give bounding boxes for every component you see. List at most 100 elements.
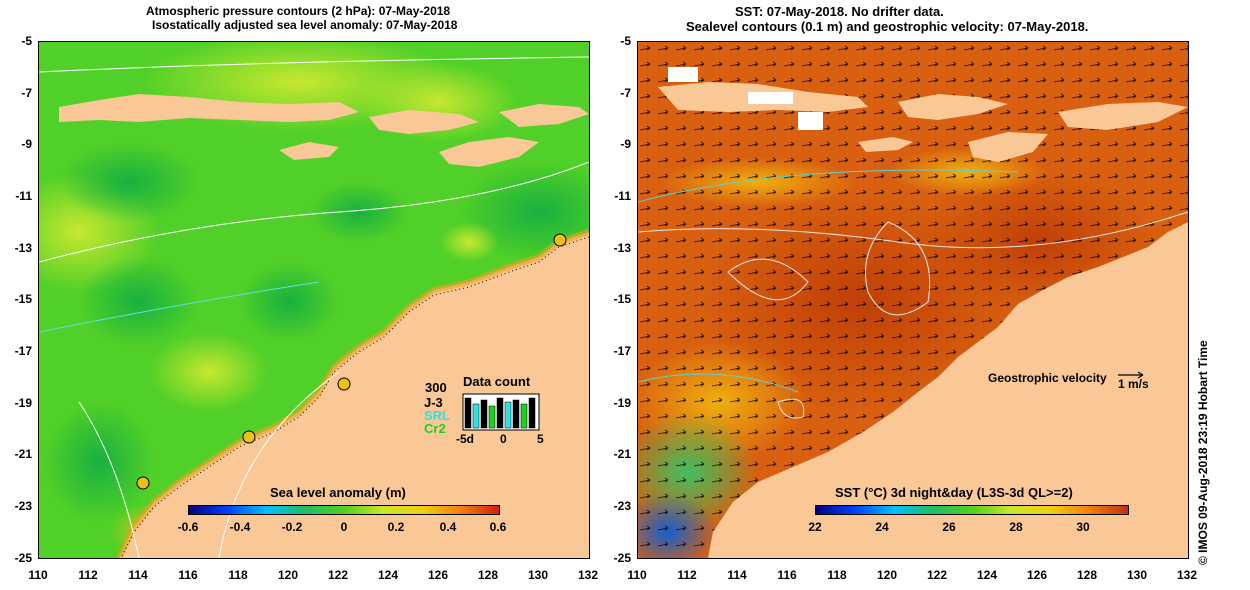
left-y-tick: -11: [15, 189, 32, 203]
sla-colorbar-tick: 0.2: [387, 520, 405, 534]
left-y-tick: -21: [14, 447, 32, 461]
right-y-tick: -19: [613, 396, 631, 410]
sla-colorbar-tick: 0: [340, 520, 348, 534]
left-title-line2: Isostatically adjusted sea level anomaly…: [152, 18, 458, 32]
timor-land: [968, 132, 1048, 162]
right-x-tick: 112: [677, 568, 697, 582]
left-x-tick: 122: [327, 568, 349, 582]
sla-colorbar-label: Sea level anomaly (m): [270, 485, 406, 500]
right-x-tick: 124: [976, 568, 998, 582]
right-y-tick: -15: [613, 292, 631, 306]
left-y-tick: -9: [21, 137, 32, 151]
sla-map-panel: [38, 41, 590, 559]
left-y-tick: -19: [14, 396, 32, 410]
right-y-tick: -5: [620, 34, 631, 48]
left-y-tick: -23: [14, 499, 32, 513]
tide-gauge-marker: [553, 233, 567, 247]
left-x-tick: 110: [28, 568, 48, 582]
right-x-tick: 114: [727, 568, 747, 582]
right-y-tick: -13: [613, 241, 631, 255]
sla-map: [39, 42, 589, 558]
left-x-tick: 124: [377, 568, 399, 582]
left-x-tick: 126: [427, 568, 449, 582]
right-x-tick: 122: [926, 568, 948, 582]
timor-land: [439, 137, 539, 167]
australia-land: [119, 232, 589, 558]
left-y-tick: -5: [21, 34, 32, 48]
sla-colorbar-tick: 0.4: [439, 520, 457, 534]
velocity-key-label: Geostrophic velocity: [988, 371, 1107, 385]
right-y-tick: -11: [614, 189, 631, 203]
left-y-tick: -25: [14, 551, 32, 565]
data-count-axis-mid: 0: [500, 432, 507, 446]
left-title-line1: Atmospheric pressure contours (2 hPa): 0…: [146, 4, 451, 18]
sst-colorbar-tick: 24: [875, 520, 889, 534]
right-title-line2: Sealevel contours (0.1 m) and geostrophi…: [686, 19, 1089, 34]
left-x-tick: 118: [228, 568, 248, 582]
cloud-mask: [798, 112, 823, 130]
lombok-sumbawa-land: [898, 94, 1008, 120]
left-x-tick: 120: [277, 568, 299, 582]
sst-colorbar-label: SST (°C) 3d night&day (L3S-3d QL>=2): [835, 485, 1073, 500]
sla-colorbar-tick: 0.6: [489, 520, 507, 534]
left-y-tick: -15: [14, 292, 32, 306]
right-x-tick: 130: [1126, 568, 1148, 582]
sst-colorbar: [815, 505, 1129, 515]
left-x-tick: 116: [178, 568, 198, 582]
mission-srl: SRL: [424, 408, 450, 423]
sla-colorbar-tick: -0.2: [281, 520, 303, 534]
right-y-tick: -7: [620, 86, 631, 100]
right-x-tick: 132: [1176, 568, 1198, 582]
sst-colorbar-tick: 28: [1009, 520, 1023, 534]
left-x-tick: 132: [577, 568, 599, 582]
sst-map: [638, 42, 1188, 558]
tide-gauge-marker: [136, 476, 150, 490]
sst-colorbar-tick: 30: [1076, 520, 1090, 534]
right-x-tick: 118: [827, 568, 847, 582]
right-y-tick: -23: [613, 499, 631, 513]
data-count-axis-end: 5: [537, 432, 544, 446]
left-y-tick: -17: [14, 344, 32, 358]
left-x-tick: 130: [527, 568, 549, 582]
flores-land: [499, 104, 589, 127]
data-count-scale: 300: [425, 380, 447, 395]
right-y-tick: -9: [620, 137, 631, 151]
tide-gauge-marker: [242, 430, 256, 444]
data-count-axis-start: -5d: [456, 432, 474, 446]
lombok-sumbawa-land: [369, 110, 479, 134]
cloud-mask: [668, 67, 698, 82]
left-x-tick: 128: [477, 568, 499, 582]
right-x-tick: 116: [777, 568, 797, 582]
data-count-chart: [462, 393, 540, 431]
flores-land: [1058, 102, 1188, 130]
sla-colorbar-tick: -0.4: [229, 520, 251, 534]
cloud-mask: [748, 92, 793, 104]
mission-j3: J-3: [424, 395, 443, 410]
data-count-title: Data count: [463, 374, 531, 389]
left-x-tick: 112: [78, 568, 98, 582]
imos-credit: © IMOS 09-Aug-2018 23:19 Hobart Time: [1196, 340, 1210, 565]
sumba-land: [858, 137, 913, 152]
java-bali-land: [59, 94, 359, 122]
right-x-tick: 110: [627, 568, 647, 582]
australia-land: [708, 222, 1188, 558]
mission-cr2: Cr2: [424, 421, 446, 436]
sla-colorbar-tick: -0.6: [177, 520, 199, 534]
sst-colorbar-tick: 22: [808, 520, 822, 534]
sst-map-panel: [637, 41, 1189, 559]
right-y-tick: -21: [613, 447, 631, 461]
right-x-tick: 128: [1076, 568, 1098, 582]
right-x-tick: 126: [1026, 568, 1048, 582]
sst-colorbar-tick: 26: [942, 520, 956, 534]
right-x-tick: 120: [876, 568, 898, 582]
sla-colorbar: [188, 505, 500, 515]
right-title-line1: SST: 07-May-2018. No drifter data.: [735, 4, 944, 19]
right-y-tick: -25: [613, 551, 631, 565]
left-x-tick: 114: [128, 568, 148, 582]
right-y-tick: -17: [613, 344, 631, 358]
left-y-tick: -7: [21, 86, 32, 100]
tide-gauge-marker: [337, 377, 351, 391]
left-y-tick: -13: [14, 241, 32, 255]
sumba-land: [279, 142, 339, 160]
velocity-key-unit: 1 m/s: [1118, 377, 1149, 391]
